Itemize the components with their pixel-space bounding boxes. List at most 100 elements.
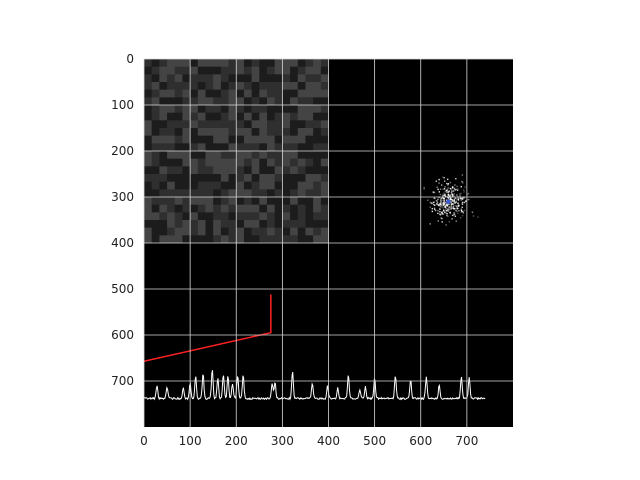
texture-cell — [151, 74, 160, 83]
scatter-point — [438, 191, 441, 193]
scatter-point — [457, 202, 459, 204]
texture-cell — [305, 181, 314, 190]
texture-cell — [243, 112, 253, 121]
texture-cell — [228, 189, 237, 198]
scatter-point — [442, 203, 445, 206]
scatter-point — [433, 197, 435, 199]
scatter-point — [455, 220, 457, 222]
texture-cell — [144, 212, 153, 221]
scatter-point — [446, 188, 449, 191]
scatter-point — [450, 201, 452, 204]
texture-cell — [190, 197, 199, 206]
scatter-point — [461, 201, 464, 204]
scatter-point — [443, 177, 445, 179]
texture-cell — [274, 97, 283, 106]
scatter-point — [442, 197, 444, 199]
texture-cell — [159, 143, 168, 152]
scatter-point — [438, 205, 441, 207]
texture-cell — [259, 189, 268, 198]
texture-cell — [290, 151, 299, 160]
texture-cell — [190, 66, 199, 75]
texture-cell — [251, 158, 260, 167]
texture-cell — [305, 235, 314, 244]
texture-cell — [259, 220, 268, 229]
texture-cell — [320, 189, 329, 198]
scatter-point — [435, 200, 438, 202]
scatter-point — [449, 211, 452, 214]
texture-cell — [274, 128, 283, 137]
texture-cell — [297, 66, 306, 75]
texture-cell — [305, 197, 314, 206]
scatter-point — [439, 213, 442, 216]
texture-cell — [274, 120, 283, 129]
texture-cell — [259, 181, 268, 190]
texture-cell — [159, 212, 168, 221]
texture-cell — [290, 181, 299, 190]
texture-cell — [243, 212, 253, 221]
texture-cell — [190, 181, 199, 190]
texture-cell — [236, 158, 245, 167]
scatter-point — [448, 190, 451, 192]
texture-cell — [228, 135, 237, 144]
texture-cell — [251, 66, 260, 75]
scatter-point — [437, 188, 439, 190]
texture-cell — [305, 89, 314, 98]
texture-cell — [213, 59, 222, 68]
texture-cell — [313, 82, 322, 91]
scatter-point — [453, 201, 456, 204]
scatter-point — [451, 190, 453, 192]
scatter-point — [467, 192, 470, 195]
x-tick-label: 400 — [317, 434, 340, 448]
texture-cell — [243, 143, 253, 152]
texture-cell — [228, 151, 237, 160]
scatter-point — [445, 224, 447, 226]
scatter-point — [456, 189, 459, 191]
texture-cell — [197, 166, 206, 175]
texture-cell — [236, 143, 245, 152]
texture-cell — [174, 82, 183, 91]
scatter-point — [442, 199, 444, 202]
texture-cell — [197, 66, 206, 75]
texture-cell — [182, 66, 191, 75]
texture-cell — [282, 204, 291, 213]
texture-cell — [197, 174, 206, 183]
texture-cell — [243, 66, 253, 75]
texture-cell — [167, 235, 176, 244]
texture-cell — [320, 59, 329, 68]
texture-cell — [259, 151, 268, 160]
texture-cell — [205, 135, 214, 144]
texture-cell — [251, 189, 260, 198]
texture-cell — [190, 220, 199, 229]
x-tick-label: 500 — [363, 434, 386, 448]
texture-cell — [290, 197, 299, 206]
texture-cell — [290, 158, 299, 167]
texture-cell — [243, 158, 253, 167]
texture-cell — [267, 151, 276, 160]
texture-cell — [259, 128, 268, 137]
texture-cell — [182, 151, 191, 160]
scatter-point — [448, 206, 451, 208]
scatter-point — [454, 201, 456, 203]
x-axis-ticks: 0 100 200 300 400 500 600 700 — [140, 434, 478, 448]
texture-cell — [228, 181, 237, 190]
texture-cell — [274, 135, 283, 144]
scatter-point — [457, 199, 460, 201]
scatter-point — [443, 204, 445, 207]
texture-cell — [159, 89, 168, 98]
texture-cell — [228, 105, 237, 114]
scatter-point — [429, 223, 431, 225]
texture-cell — [251, 166, 260, 175]
scatter-point — [444, 186, 446, 188]
texture-cell — [243, 197, 253, 206]
texture-cell — [205, 128, 214, 137]
scatter-point — [459, 195, 461, 197]
texture-cell — [159, 59, 168, 68]
texture-cell — [305, 227, 314, 236]
texture-cell — [190, 227, 199, 236]
texture-cell — [182, 204, 191, 213]
texture-cell — [267, 120, 276, 129]
texture-cell — [282, 59, 291, 68]
scatter-point — [446, 182, 448, 185]
scatter-point — [450, 204, 453, 206]
scatter-point — [456, 207, 458, 209]
